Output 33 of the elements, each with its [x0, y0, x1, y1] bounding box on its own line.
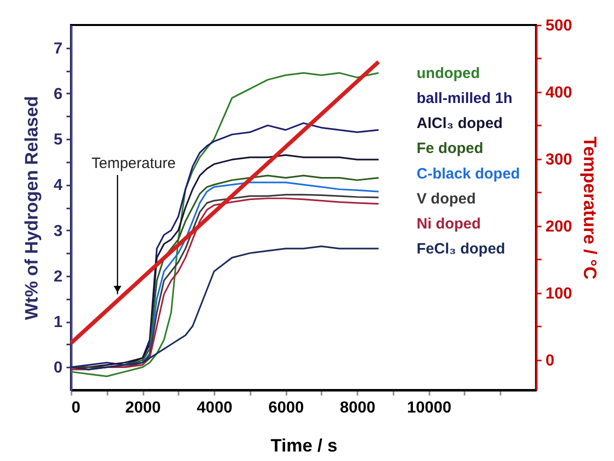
- line-series: [70, 245, 380, 370]
- y-tick-label: 3: [54, 222, 63, 240]
- y-tick-label: 2: [54, 268, 63, 286]
- text: Fe doped: [416, 140, 484, 158]
- text: C-black doped: [416, 165, 520, 182]
- y-tick-label: 5: [54, 132, 63, 149]
- y-tick-label: 0: [54, 360, 63, 377]
- y-tick-label: 6: [54, 86, 63, 103]
- x-axis-title: Time / s: [270, 436, 338, 456]
- text: Ni doped: [416, 215, 481, 232]
- y2-tick-label: 300: [546, 151, 572, 168]
- text: FeCl₃ doped: [416, 240, 506, 258]
- annotation: Temperature: [92, 155, 176, 172]
- y2-tick-label: 100: [546, 285, 572, 302]
- text: V doped: [416, 190, 476, 208]
- text: undoped: [416, 64, 480, 82]
- y-tick-label: 4: [54, 177, 63, 194]
- text: AlCl₃ doped: [416, 115, 503, 132]
- y-tick-label: 7: [54, 40, 63, 58]
- x-tick-label: 8000: [340, 400, 376, 416]
- y2-tick-label: 0: [546, 352, 554, 370]
- y2-tick-label: 200: [546, 218, 572, 236]
- x-tick-label: 0: [72, 400, 80, 416]
- x-tick-label: 4000: [196, 400, 232, 416]
- x-tick-label: 10000: [406, 400, 452, 416]
- y2-axis-title: Temperature / °C: [580, 136, 600, 280]
- x-tick-label: 6000: [268, 400, 304, 416]
- y-axis-title: Wt% of Hydrogen Relased: [22, 96, 42, 320]
- y2-tick-label: 500: [546, 18, 572, 34]
- y-tick-label: 1: [54, 314, 63, 332]
- text: ball-milled 1h: [416, 90, 512, 107]
- x-tick-label: 2000: [125, 400, 161, 416]
- y2-tick-label: 400: [546, 84, 572, 102]
